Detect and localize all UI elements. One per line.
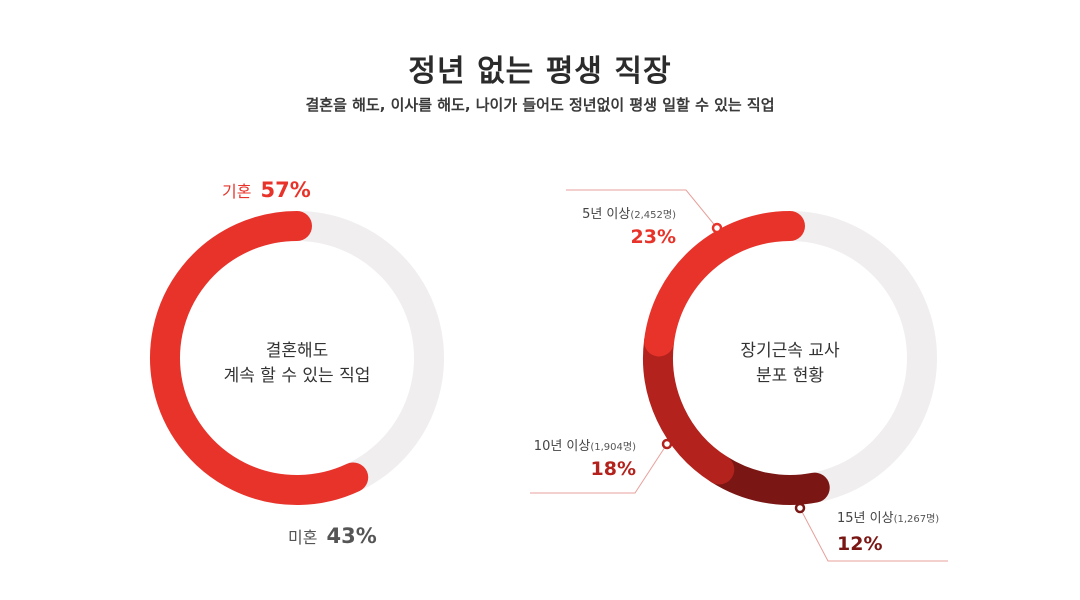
single-label: 미혼 43%: [288, 524, 377, 548]
callout-name-15-years: 15년 이상: [837, 511, 894, 526]
callout-percent-5-years: 23%: [631, 226, 676, 248]
married-label-percent: 57%: [261, 178, 311, 202]
callout-count-10-years: (1,904명): [590, 441, 636, 453]
callout-line-10-years: [530, 443, 668, 494]
callout-line-5-years: [566, 189, 718, 229]
married-label-name: 기혼: [222, 182, 251, 201]
callout-10-years: 10년 이상(1,904명) 18%: [530, 438, 673, 494]
marital-center-label-line2: 계속 할 수 있는 직업: [224, 366, 371, 386]
callout-5-years: 5년 이상(2,452명) 23%: [566, 189, 723, 248]
donut-slice-10-years: [643, 326, 735, 485]
marital-donut-chart: 결혼해도 계속 할 수 있는 직업 기혼 57% 미혼 43%: [150, 178, 444, 548]
page-subtitle: 결혼을 해도, 이사를 해도, 나이가 들어도 정년없이 평생 일할 수 있는 …: [305, 96, 775, 114]
callout-label-15-years: 15년 이상(1,267명): [837, 511, 939, 526]
callout-line-15-years: [799, 507, 948, 562]
married-label: 기혼 57%: [222, 178, 311, 202]
callout-label-10-years: 10년 이상(1,904명): [534, 439, 636, 454]
donut-slice-married: [150, 211, 369, 505]
callout-count-5-years: (2,452명): [630, 209, 676, 221]
callout-count-15-years: (1,267명): [894, 513, 940, 525]
callout-percent-10-years: 18%: [591, 458, 636, 480]
callout-15-years: 15년 이상(1,267명) 12%: [794, 502, 948, 562]
tenure-center-label-line2: 분포 현황: [756, 366, 824, 386]
tenure-center-label-line1: 장기근속 교사: [740, 341, 840, 361]
marital-center-label-line1: 결혼해도: [266, 341, 329, 361]
callout-dot-10-years: [661, 438, 673, 450]
donut-slice-5-years: [644, 211, 805, 357]
callout-dot-15-years: [794, 502, 806, 514]
callout-dot-5-years: [711, 222, 723, 234]
single-label-name: 미혼: [288, 528, 317, 547]
callout-name-5-years: 5년 이상: [582, 207, 630, 222]
tenure-donut-chart: 장기근속 교사 분포 현황 5년 이상(2,452명) 23% 10년 이상(1…: [530, 189, 948, 562]
callout-label-5-years: 5년 이상(2,452명): [582, 207, 676, 222]
callout-percent-15-years: 12%: [837, 533, 882, 555]
page-title: 정년 없는 평생 직장: [408, 54, 672, 89]
callout-name-10-years: 10년 이상: [534, 439, 591, 454]
single-label-percent: 43%: [327, 524, 377, 548]
